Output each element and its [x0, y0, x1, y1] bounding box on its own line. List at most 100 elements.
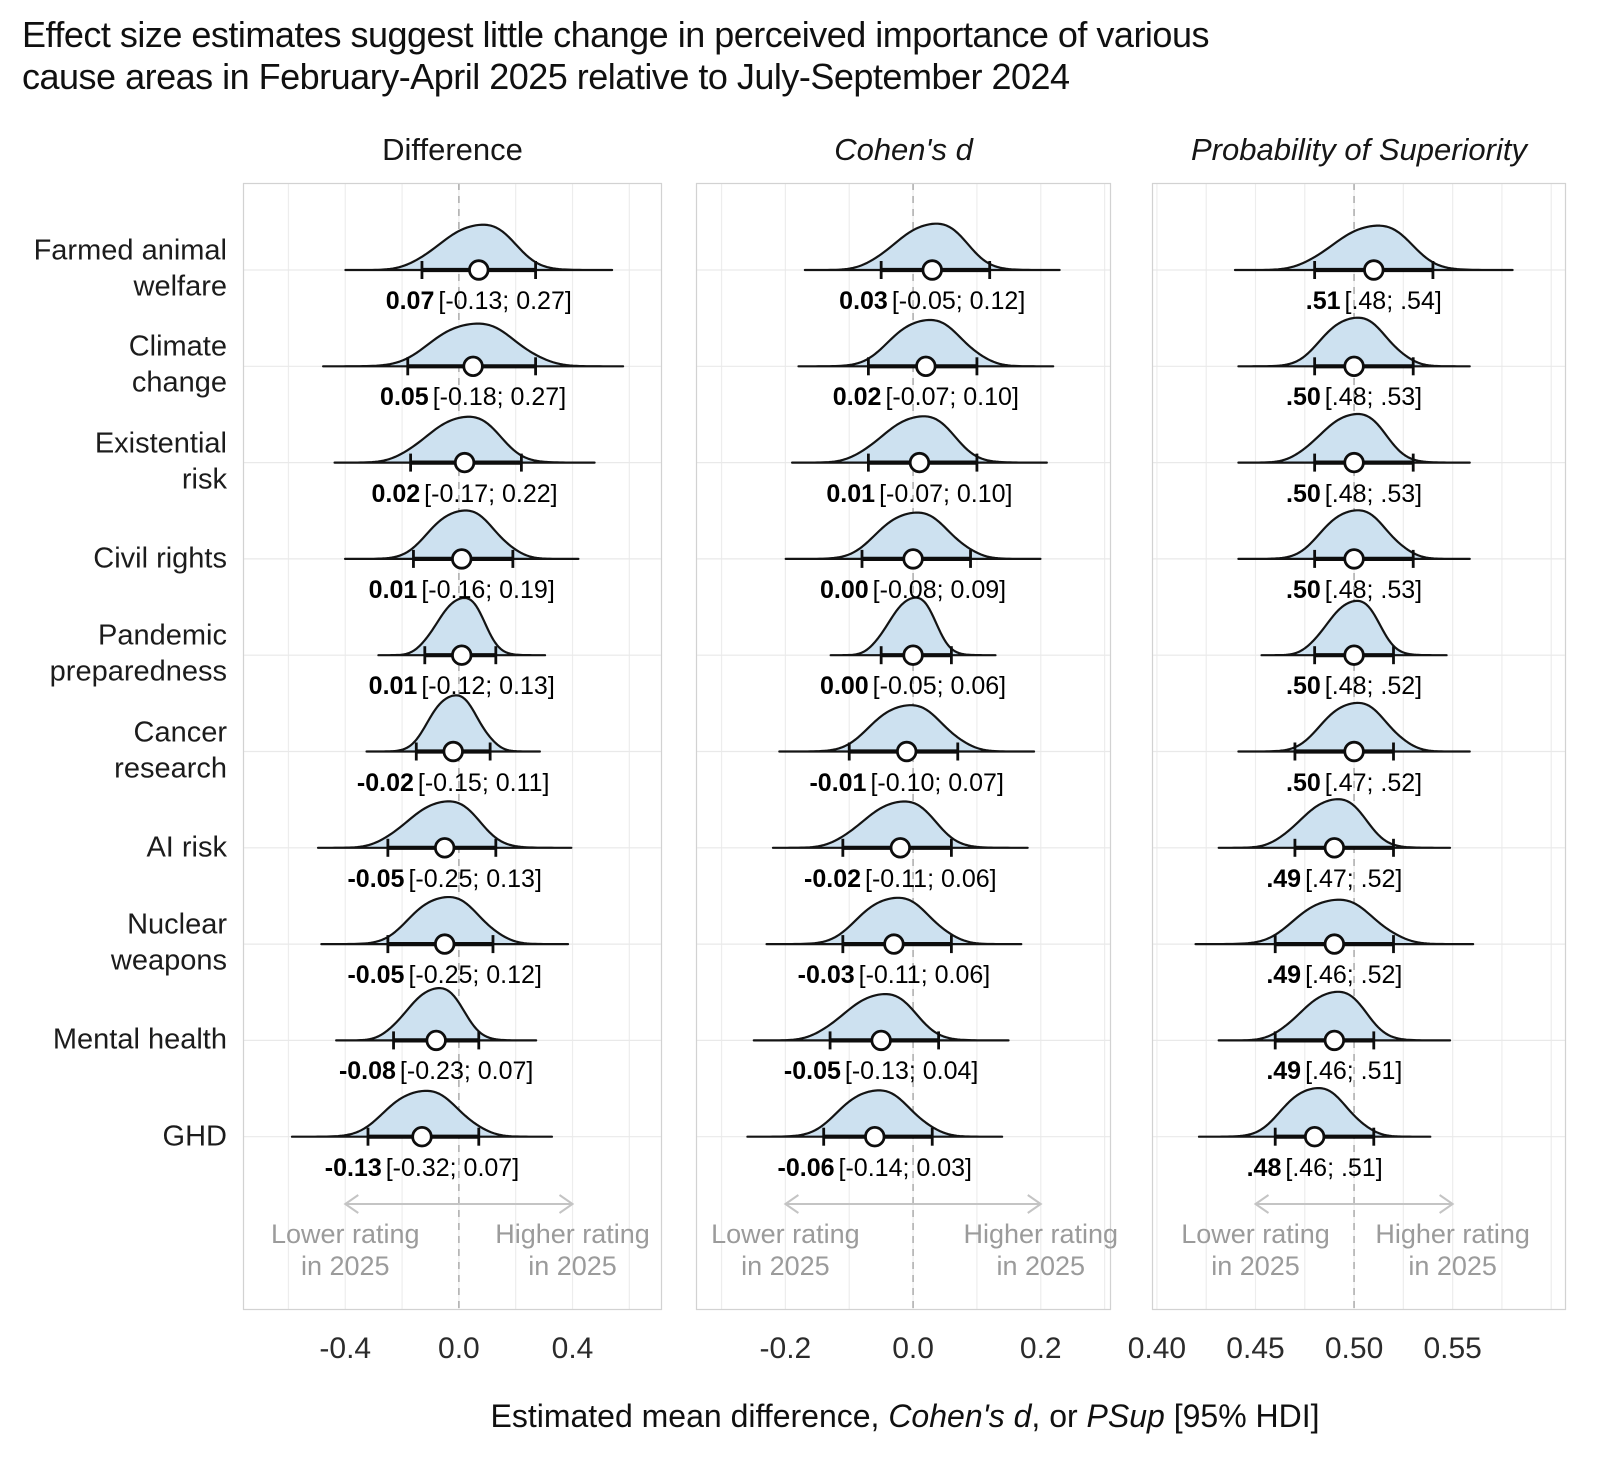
row-label: Nuclear weapons [111, 907, 227, 979]
density-curve [752, 992, 1010, 1042]
estimate-text: 0.01 [-0.16; 0.19] [369, 576, 555, 605]
density-curve [1237, 701, 1471, 753]
density-curve [1233, 224, 1514, 272]
point-estimate [1303, 1126, 1326, 1148]
estimate-text: -0.08 [-0.23; 0.07] [339, 1057, 533, 1086]
point-estimate [1343, 451, 1365, 474]
estimate-text: .49 [.47; .52] [1266, 865, 1402, 894]
panel-header-psup: Probability of Superiority [1191, 132, 1527, 167]
chart-title: Effect size estimates suggest little cha… [22, 14, 1209, 98]
annotation-higher-line: Higher rating [495, 1219, 650, 1249]
density-curve [790, 415, 1048, 464]
row-label-line: risk [181, 463, 227, 496]
point-estimate [895, 740, 918, 763]
density-curve [765, 896, 1023, 946]
estimate-text: .50 [.48; .53] [1286, 480, 1422, 509]
estimate-interval: [-0.18; 0.27] [432, 383, 567, 412]
point-estimate [902, 644, 924, 666]
annotation-lower-line: in 2025 [1211, 1251, 1300, 1281]
point-estimate [1343, 548, 1365, 570]
annotation-higher-line: Higher rating [1375, 1219, 1530, 1249]
estimate-interval: [-0.07; 0.10] [885, 383, 1019, 412]
row-label: GHD [163, 1118, 227, 1154]
point-estimate [883, 933, 905, 955]
arrow-head-left [1253, 1194, 1270, 1214]
estimate-value: 0.01 [368, 575, 418, 604]
estimate-text: 0.03 [-0.05; 0.12] [839, 287, 1025, 316]
density-curve [778, 704, 1036, 753]
annotation-higher-line: Higher rating [963, 1219, 1119, 1249]
estimate-interval: [-0.05; 0.12] [891, 287, 1026, 315]
point-estimate [1323, 933, 1346, 955]
annotation-lower-line: in 2025 [300, 1251, 390, 1281]
point-estimate [451, 548, 473, 570]
estimate-value: -0.06 [777, 1153, 835, 1182]
density-curve [746, 1089, 1004, 1138]
arrow-head-right [1439, 1194, 1455, 1214]
estimate-text: 0.01 [-0.12; 0.13] [369, 672, 555, 701]
point-estimate [1363, 259, 1385, 281]
annotation-lower: Lower rating in 2025 [711, 1218, 860, 1282]
row-label-line: preparedness [49, 655, 227, 688]
row-label-line: GHD [162, 1119, 227, 1152]
annotation-higher-line: in 2025 [1408, 1251, 1497, 1281]
estimate-text: 0.07 [-0.13; 0.27] [386, 287, 572, 316]
density-curve [771, 800, 1029, 849]
panel-border [695, 182, 1112, 1311]
estimate-text: -0.06 [-0.14; 0.03] [778, 1154, 972, 1183]
estimate-value: .49 [1266, 1057, 1302, 1086]
density-curve [344, 223, 614, 272]
row-label: Mental health [53, 1022, 227, 1058]
row-label-line: Pandemic [98, 619, 227, 652]
estimate-text: -0.05 [-0.25; 0.13] [347, 865, 541, 894]
point-estimate [411, 1126, 433, 1148]
estimate-interval: [-0.13; 0.27] [438, 287, 572, 315]
row-label: Civil rights [93, 540, 227, 576]
estimate-text: -0.05 [-0.13; 0.04] [784, 1057, 978, 1086]
point-estimate [468, 259, 490, 281]
estimate-interval: [-0.32; 0.07] [385, 1153, 520, 1182]
chart-title-line1: Effect size estimates suggest little cha… [22, 14, 1209, 55]
row-label-line: AI risk [146, 831, 227, 864]
density-curve [377, 596, 547, 657]
row-label: Cancer research [114, 714, 227, 786]
estimate-interval: [-0.10; 0.07] [870, 768, 1004, 797]
estimate-interval: [-0.15; 0.11] [417, 768, 550, 797]
panel-header-cohens_d: Cohen's d [834, 132, 973, 167]
annotation-higher: Higher rating in 2025 [1375, 1218, 1530, 1282]
density-curve [784, 511, 1042, 560]
estimate-text: -0.02 [-0.15; 0.11] [357, 769, 550, 798]
point-estimate [433, 837, 456, 859]
row-label-line: Existential [94, 427, 227, 460]
estimate-text: .50 [.48; .53] [1286, 576, 1422, 605]
estimate-value: 0.01 [368, 672, 418, 701]
row-label: Climate change [129, 329, 227, 401]
point-estimate [1343, 644, 1365, 666]
density-curve [1217, 990, 1452, 1042]
estimate-interval: [-0.25; 0.13] [408, 864, 542, 893]
row-label-line: welfare [133, 270, 228, 303]
estimate-text: -0.03 [-0.11; 0.06] [798, 961, 991, 990]
density-curve [797, 318, 1055, 368]
x-tick-label: 0.0 [438, 1332, 480, 1365]
estimate-text: .50 [.48; .52] [1286, 672, 1422, 701]
density-curve [320, 895, 570, 946]
point-estimate [1343, 740, 1365, 763]
annotation-higher-line: in 2025 [996, 1251, 1086, 1281]
estimate-interval: [-0.11; 0.06] [865, 864, 997, 893]
density-curve [1237, 316, 1471, 368]
estimate-value: 0.03 [839, 287, 888, 315]
annotation-lower: Lower rating in 2025 [271, 1218, 420, 1282]
estimate-value: .50 [1286, 479, 1321, 508]
annotation-higher: Higher rating in 2025 [963, 1218, 1118, 1282]
estimate-value: 0.00 [820, 672, 869, 701]
annotation-lower: Lower rating in 2025 [1181, 1218, 1330, 1282]
x-tick-label: 0.0 [892, 1332, 934, 1365]
row-label-line: Climate [128, 330, 227, 363]
estimate-value: .49 [1266, 864, 1302, 893]
estimate-text: 0.00 [-0.05; 0.06] [820, 672, 1006, 701]
row-label: Farmed animal welfare [34, 233, 227, 305]
point-estimate [864, 1126, 886, 1148]
x-tick-label: 0.4 [551, 1332, 594, 1365]
